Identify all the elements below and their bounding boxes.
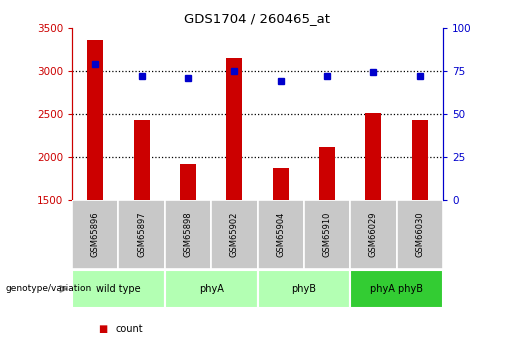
Text: phyA: phyA <box>199 284 224 294</box>
Text: wild type: wild type <box>96 284 141 294</box>
Bar <box>365 113 382 200</box>
Bar <box>411 120 428 200</box>
Bar <box>258 200 304 269</box>
Bar <box>118 200 165 269</box>
Text: GSM66029: GSM66029 <box>369 212 378 257</box>
Bar <box>87 40 104 200</box>
Text: phyA phyB: phyA phyB <box>370 284 423 294</box>
Bar <box>165 200 211 269</box>
Bar <box>397 200 443 269</box>
Bar <box>258 270 350 308</box>
Bar <box>72 200 118 269</box>
Bar <box>319 147 335 200</box>
Text: GSM66030: GSM66030 <box>415 212 424 257</box>
Bar <box>304 200 350 269</box>
Text: genotype/variation: genotype/variation <box>5 284 91 294</box>
Bar <box>165 270 258 308</box>
Bar <box>350 200 397 269</box>
Text: GSM65897: GSM65897 <box>137 212 146 257</box>
Text: GSM65904: GSM65904 <box>276 212 285 257</box>
Text: ■: ■ <box>98 325 107 334</box>
Title: GDS1704 / 260465_at: GDS1704 / 260465_at <box>184 12 331 25</box>
Text: GSM65898: GSM65898 <box>183 212 193 257</box>
Text: phyB: phyB <box>291 284 316 294</box>
Bar <box>133 120 150 200</box>
Text: GSM65910: GSM65910 <box>322 212 332 257</box>
Bar <box>211 200 258 269</box>
Bar <box>72 270 165 308</box>
Text: count: count <box>116 325 144 334</box>
Text: GSM65902: GSM65902 <box>230 212 239 257</box>
Bar <box>272 168 289 200</box>
Text: GSM65896: GSM65896 <box>91 212 100 257</box>
Bar <box>350 270 443 308</box>
Bar <box>180 164 196 200</box>
Bar <box>226 58 243 200</box>
